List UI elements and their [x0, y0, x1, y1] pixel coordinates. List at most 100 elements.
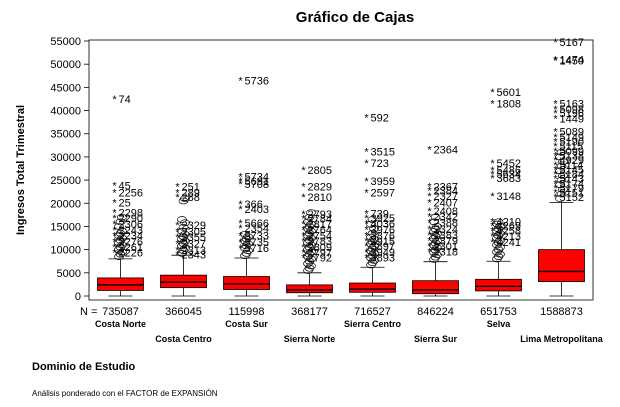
outlier-circle — [367, 216, 378, 223]
outlier-label: 592 — [371, 113, 389, 125]
outlier-circle — [555, 195, 565, 202]
outlier-star: * — [301, 247, 306, 259]
outlier-label: 45 — [119, 181, 131, 193]
outlier-circle — [306, 209, 316, 216]
outlier-star: * — [175, 220, 180, 232]
outlier-star: * — [238, 223, 243, 235]
outlier-star: * — [175, 182, 180, 194]
outlier-label: 1449 — [560, 113, 584, 125]
outlier-label: 2367 — [434, 182, 458, 194]
outlier-star: * — [175, 188, 180, 200]
outlier-label: 1808 — [497, 99, 521, 111]
outlier-star: * — [553, 174, 558, 186]
outlier-circle — [117, 248, 127, 256]
outlier-label: 2784 — [308, 214, 332, 226]
outlier-star: * — [490, 237, 495, 249]
outlier-circle — [306, 241, 316, 249]
outlier-star: * — [175, 245, 180, 257]
box-group: * 2364* 2367* 2384* 2327* 2407* 2408* 2342* 2388… — [412, 144, 459, 344]
outlier-circle — [240, 230, 250, 238]
outlier-circle — [366, 220, 376, 228]
category-label: Lima Metropolitana — [520, 334, 604, 344]
box-group: * 251* 289* 288* 2329* 2305* 2355* 2327* 2313* 23… — [155, 182, 212, 344]
outlier-label: 2298 — [119, 208, 143, 220]
box-iqr — [412, 280, 459, 295]
outlier-circle — [117, 213, 127, 221]
box-group: * 74* 45* 2256* 25* 2298* 2290* 2306* 2243* 2234*… — [95, 94, 146, 329]
chart-title: Gráfico de Cajas — [296, 9, 414, 26]
outlier-label: 5691 — [245, 176, 269, 188]
outlier-star: * — [553, 146, 558, 158]
outlier-star: * — [175, 239, 180, 251]
outlier-star: * — [427, 241, 432, 253]
outlier-label: 5733 — [245, 230, 269, 242]
outlier-star: * — [238, 179, 243, 191]
outlier-circle — [432, 223, 442, 230]
outlier-label: 2793 — [308, 209, 332, 221]
outlier-star: * — [427, 197, 432, 209]
outlier-label: 2301 — [434, 241, 458, 253]
outlier-label: 2313 — [182, 245, 206, 257]
outlier-star: * — [364, 241, 369, 253]
outlier-circle — [556, 190, 567, 198]
outlier-label: 5114 — [560, 160, 584, 172]
outlier-star: * — [301, 209, 306, 221]
outlier-star: * — [427, 218, 432, 230]
outlier-label: 2388 — [434, 218, 458, 230]
outlier-star: * — [238, 199, 243, 211]
outlier-circle — [558, 172, 568, 179]
y-tick-label: 0 — [75, 291, 81, 303]
outlier-label: 2318 — [434, 246, 458, 258]
outlier-star: * — [112, 242, 117, 254]
outlier-star: * — [364, 158, 369, 170]
outlier-label: 2355 — [182, 232, 206, 244]
box-iqr — [538, 249, 585, 283]
outlier-label: 2783 — [308, 236, 332, 248]
outlier-star: * — [553, 37, 558, 49]
outlier-label: 2384 — [434, 185, 458, 197]
outlier-label: 3876 — [371, 230, 395, 242]
outlier-circle — [493, 218, 504, 226]
outlier-star: * — [175, 250, 180, 262]
outlier-star: * — [112, 208, 117, 220]
outlier-star: * — [490, 221, 495, 233]
box-groups: * 74* 45* 2256* 25* 2298* 2290* 2306* 2243* 2234*… — [95, 37, 604, 344]
box-group: * 5601* 1808* 5452* 5486* 5634* 3683* 3148* 4210… — [475, 87, 522, 329]
category-label: Sierra Norte — [284, 334, 336, 344]
outlier-star: * — [490, 191, 495, 203]
outlier-circle — [432, 244, 442, 252]
outlier-circle — [306, 227, 316, 235]
outlier-star: * — [301, 242, 306, 254]
outlier-star: * — [427, 212, 432, 224]
outlier-circle — [432, 237, 442, 245]
outlier-star: * — [364, 113, 369, 125]
outlier-star: * — [301, 253, 306, 265]
box-group: * 592* 3515* 723* 3959* 2597* 739* 3925* 4036* 39… — [344, 113, 402, 330]
outlier-star: * — [490, 231, 495, 243]
category-label: Selva — [487, 319, 512, 329]
category-label: Costa Sur — [225, 319, 268, 329]
category-label: Sierra Centro — [344, 319, 402, 329]
outlier-label: 3959 — [371, 176, 395, 188]
outlier-circle — [495, 237, 505, 244]
outlier-star: * — [238, 176, 243, 188]
outlier-label: 2407 — [434, 197, 458, 209]
outlier-star: * — [553, 141, 558, 153]
outlier-label: 5138 — [560, 151, 584, 163]
y-tick-label: 5000 — [57, 268, 81, 280]
box-group: * 2805* 2829* 2810* 2793* 2784* 2817* 2764* 2754… — [284, 165, 336, 344]
outlier-label: 2243 — [119, 225, 143, 237]
outlier-label: 1450 — [560, 55, 584, 67]
outlier-star: * — [490, 226, 495, 238]
y-tick-label: 15000 — [50, 221, 81, 233]
y-tick-label: 20000 — [50, 198, 81, 210]
outlier-label: 289 — [182, 188, 200, 200]
outlier-star: * — [553, 132, 558, 144]
outlier-star: * — [112, 181, 117, 193]
outlier-star: * — [301, 236, 306, 248]
outlier-circle — [432, 251, 442, 259]
outlier-label: 25 — [119, 197, 131, 209]
outlier-circle — [303, 218, 313, 226]
